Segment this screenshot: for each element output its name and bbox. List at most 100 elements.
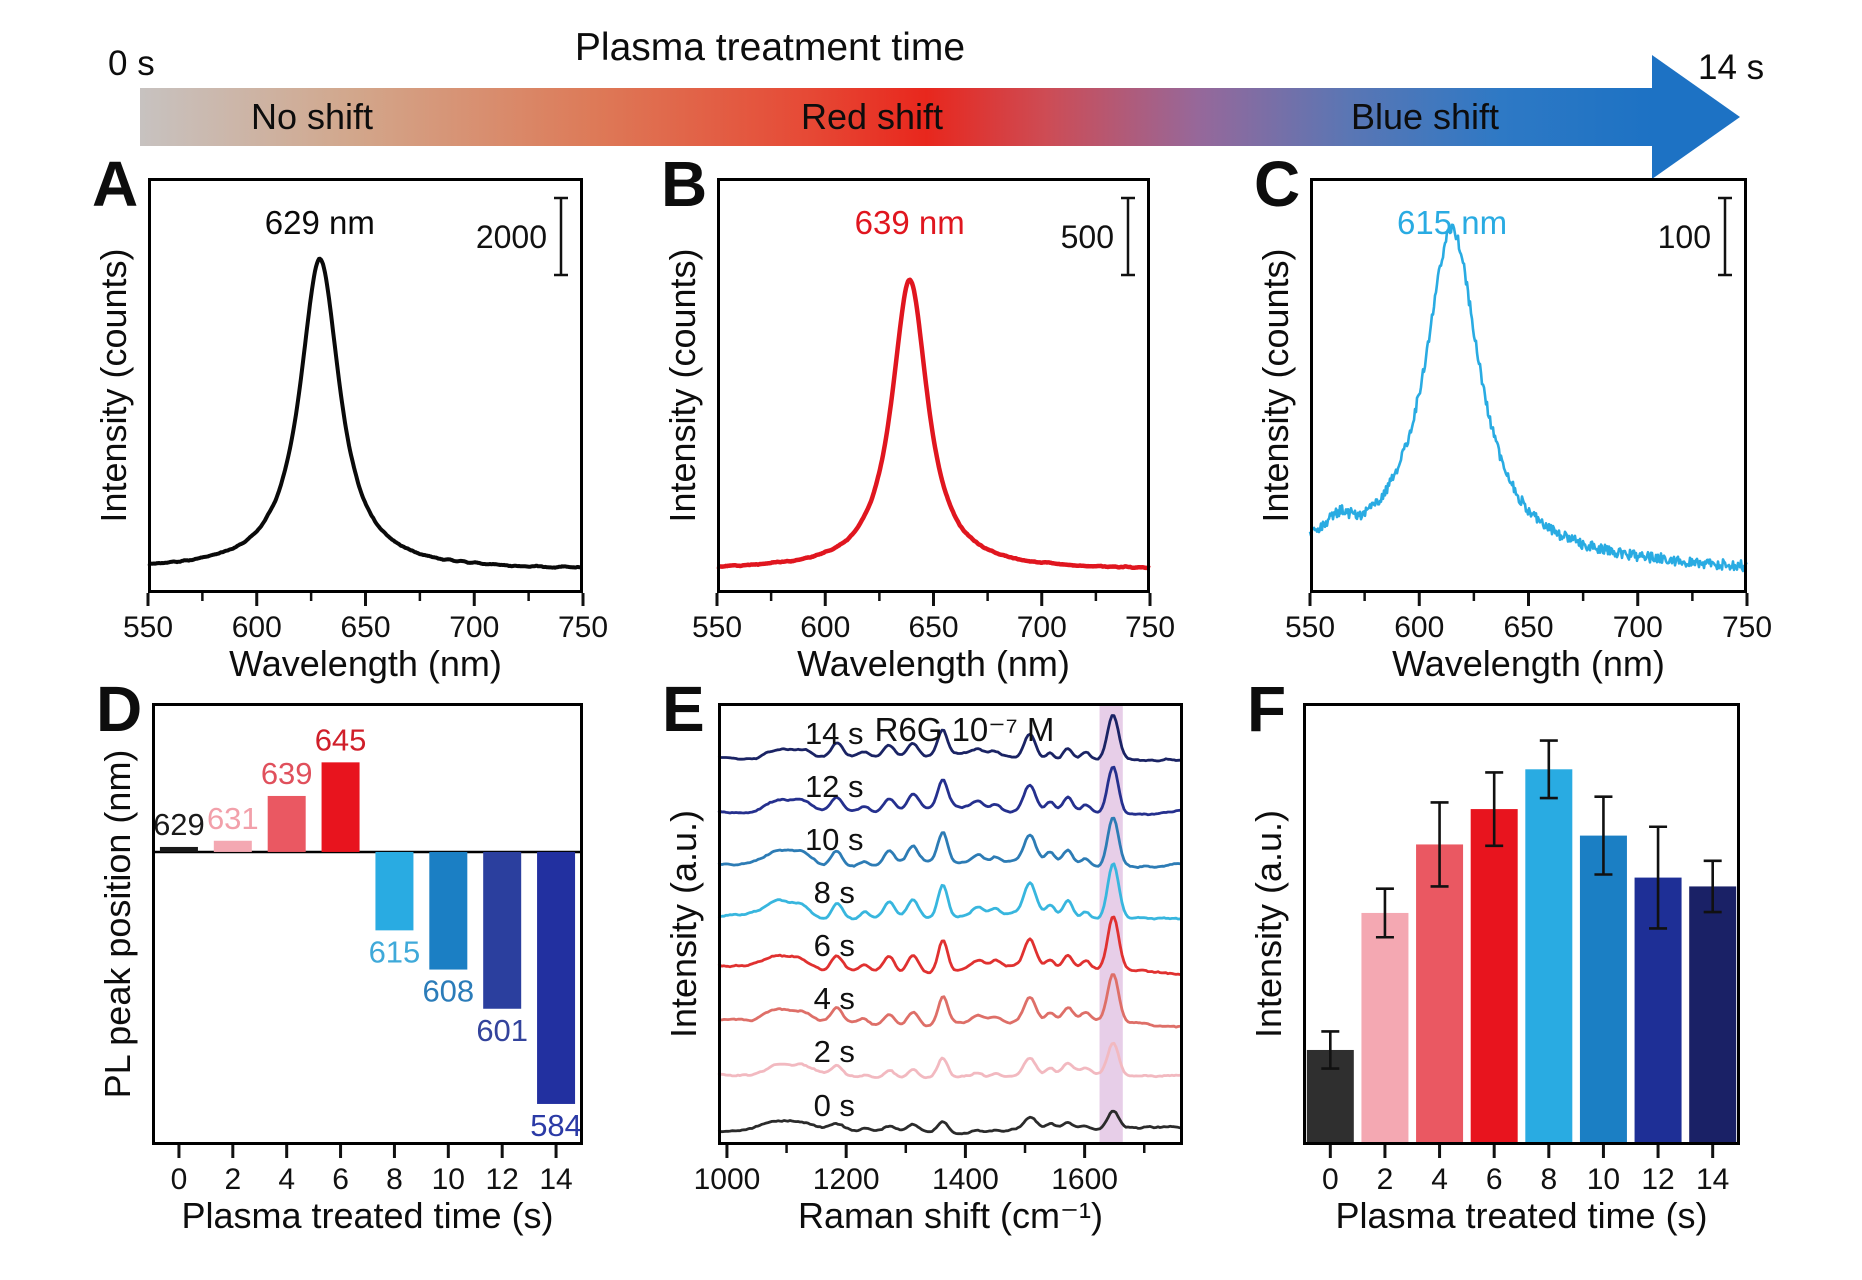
x-tick-label: 650 (908, 611, 958, 644)
bar-value-label: 584 (530, 1108, 582, 1143)
gradient-band (140, 88, 1652, 146)
y-axis-label-A: Intensity (counts) (93, 248, 134, 523)
x-tick-label: 700 (1017, 611, 1067, 644)
x-axis-label-C: Wavelength (nm) (1392, 643, 1665, 684)
zone-label-blue-shift: Blue shift (1350, 96, 1500, 137)
panel-letter-B: B (661, 148, 708, 220)
intensity-bar-10s (1579, 835, 1627, 1143)
plot-border (1310, 178, 1747, 593)
x-axis-label-F: Plasma treated time (s) (1335, 1195, 1708, 1236)
raman-trace-14s (717, 714, 1183, 763)
x-tick-label: 550 (1285, 611, 1335, 644)
intensity-bar-6s (1470, 809, 1518, 1143)
x-tick-label: 650 (340, 611, 390, 644)
trace-time-label: 4 s (814, 981, 855, 1016)
x-tick-label: 600 (232, 611, 282, 644)
spectrum-curve (715, 277, 1152, 571)
x-tick-label: 550 (123, 611, 173, 644)
x-axis-label-A: Wavelength (nm) (229, 643, 502, 684)
plot-F-intensity-bars: 0 2 4 6 8 10 12 14 (1303, 703, 1740, 1196)
x-tick-label: 750 (558, 611, 608, 644)
x-tick-label: 4 (1431, 1163, 1448, 1196)
panel-letter-C: C (1254, 148, 1301, 220)
raman-trace-6s (717, 915, 1183, 977)
raman-trace-2s (717, 1041, 1183, 1080)
bar-value-label: 631 (207, 801, 259, 836)
trace-time-label: 8 s (814, 875, 855, 910)
plot-A-pl-spectrum-0s: 550 600 650 700 750 629 nm 2000 (123, 178, 608, 644)
trace-time-label: 10 s (805, 822, 864, 857)
intensity-bar-8s (1525, 769, 1573, 1143)
y-axis-label-C: Intensity (counts) (1255, 248, 1296, 523)
intensity-bar-14s (1689, 886, 1737, 1143)
peak-wavelength-label: 615 nm (1397, 204, 1507, 241)
y-axis-label-F: Intensity (a.u.) (1248, 809, 1289, 1039)
x-tick-label: 8 (1540, 1163, 1557, 1196)
x-tick-label: 1400 (932, 1163, 999, 1196)
plot-border (1303, 703, 1740, 1145)
gradient-arrow (140, 55, 1740, 179)
spectrum-curve (147, 256, 584, 570)
x-tick-label: 10 (1587, 1163, 1620, 1196)
panel-letter-D: D (96, 673, 143, 745)
bar-value-label: 645 (315, 722, 367, 757)
y-axis-label-E: Intensity (a.u.) (663, 809, 704, 1039)
raman-trace-8s (717, 862, 1183, 921)
trace-time-label: 2 s (814, 1034, 855, 1069)
x-tick-label: 1200 (813, 1163, 880, 1196)
x-tick-label: 600 (1394, 611, 1444, 644)
bar-value-label: 639 (261, 756, 313, 791)
x-tick-label: 12 (486, 1163, 519, 1196)
x-tick-label: 14 (1696, 1163, 1729, 1196)
panel-letter-F: F (1247, 673, 1287, 745)
x-tick-label: 550 (692, 611, 742, 644)
pl-peak-bar-4s (267, 795, 306, 852)
x-tick-label: 750 (1125, 611, 1175, 644)
zone-label-red-shift: Red shift (800, 96, 944, 137)
pl-peak-bar-0s (159, 846, 198, 852)
x-tick-label: 12 (1641, 1163, 1674, 1196)
trace-time-label: 14 s (805, 716, 864, 751)
pl-peak-bar-2s (213, 840, 252, 852)
x-tick-label: 650 (1503, 611, 1553, 644)
x-tick-label: 6 (1486, 1163, 1503, 1196)
x-tick-label: 700 (449, 611, 499, 644)
x-tick-label: 1600 (1051, 1163, 1118, 1196)
intensity-bar-4s (1416, 844, 1464, 1143)
trace-time-label: 12 s (805, 769, 864, 804)
x-tick-label: 6 (332, 1163, 349, 1196)
banner-title: Plasma treatment time (574, 26, 966, 69)
x-axis-label-E: Raman shift (cm⁻¹) (797, 1195, 1104, 1236)
x-tick-label: 8 (386, 1163, 403, 1196)
pl-peak-bar-14s (537, 851, 576, 1104)
x-tick-label: 2 (224, 1163, 241, 1196)
y-axis-label-B: Intensity (counts) (662, 248, 703, 523)
x-tick-label: 0 (171, 1163, 188, 1196)
plot-border (717, 178, 1150, 593)
bar-value-label: 608 (422, 974, 474, 1009)
x-tick-label: 1000 (694, 1163, 761, 1196)
plot-border (152, 703, 583, 1145)
arrow-head (1652, 55, 1740, 179)
scale-bar-label: 100 (1658, 219, 1711, 255)
pl-peak-bar-6s (321, 762, 360, 852)
scale-bar-label: 500 (1061, 219, 1114, 255)
x-tick-label: 600 (800, 611, 850, 644)
x-axis-label-B: Wavelength (nm) (797, 643, 1070, 684)
bar-value-label: 629 (153, 807, 205, 842)
bar-value-label: 615 (369, 934, 421, 969)
intensity-bar-2s (1361, 912, 1409, 1143)
raman-trace-4s (717, 973, 1183, 1029)
x-tick-label: 0 (1322, 1163, 1339, 1196)
zone-label-no-shift: No shift (250, 96, 374, 137)
x-tick-label: 4 (278, 1163, 295, 1196)
banner-start-label: 0 s (108, 44, 155, 83)
raman-trace-10s (717, 816, 1183, 869)
x-tick-label: 2 (1377, 1163, 1394, 1196)
x-tick-label: 10 (432, 1163, 465, 1196)
analyte-title: R6G 10⁻⁷ M (875, 711, 1055, 748)
peak-wavelength-label: 629 nm (265, 204, 375, 241)
pl-peak-bar-12s (483, 851, 522, 1009)
panel-letter-E: E (662, 673, 705, 745)
